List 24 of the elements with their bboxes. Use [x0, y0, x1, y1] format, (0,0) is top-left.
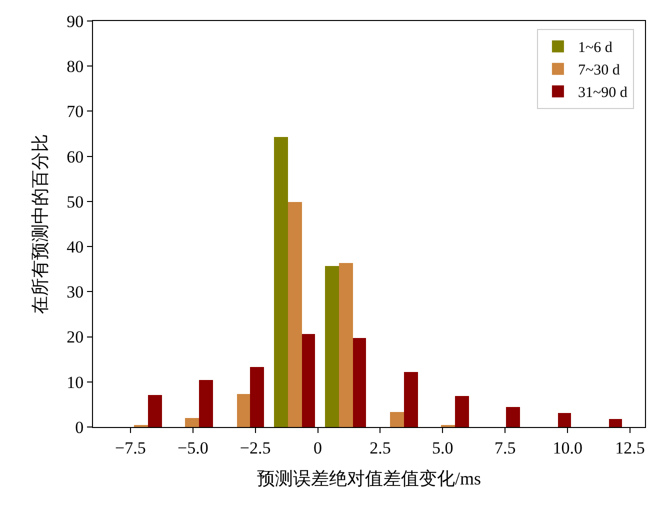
x-tick-label: 10.0: [552, 438, 582, 458]
x-tick-label: −5.0: [177, 438, 208, 458]
y-tick-label: 20: [66, 328, 84, 347]
y-tick-label: 0: [75, 418, 84, 437]
x-tick-label: −2.5: [240, 438, 271, 458]
y-tick-label: 30: [66, 282, 84, 302]
x-tick-label: −7.5: [115, 438, 146, 458]
y-tick-label: 90: [66, 12, 84, 31]
x-tick-label: 12.5: [615, 438, 645, 458]
x-axis-title: 预测误差绝对值差值变化/ms: [256, 468, 482, 488]
y-tick-label: 70: [66, 102, 84, 122]
y-tick-label: 10: [66, 372, 84, 392]
y-tick-label: 50: [66, 192, 84, 212]
y-tick-label: 80: [66, 57, 84, 76]
y-tick-label: 60: [66, 147, 84, 166]
y-tick-label: 40: [66, 238, 84, 257]
x-tick-label: 0: [314, 438, 322, 458]
x-tick-label: 2.5: [370, 438, 391, 458]
legend-label: 31~90 d: [578, 85, 628, 102]
legend-label: 7~30 d: [578, 62, 620, 79]
legend-label: 1~6 d: [578, 40, 613, 56]
x-tick-label: 5.0: [432, 438, 454, 458]
x-tick-label: 7.5: [494, 438, 516, 458]
y-axis-title: 在所有预测中的百分比: [30, 134, 50, 314]
